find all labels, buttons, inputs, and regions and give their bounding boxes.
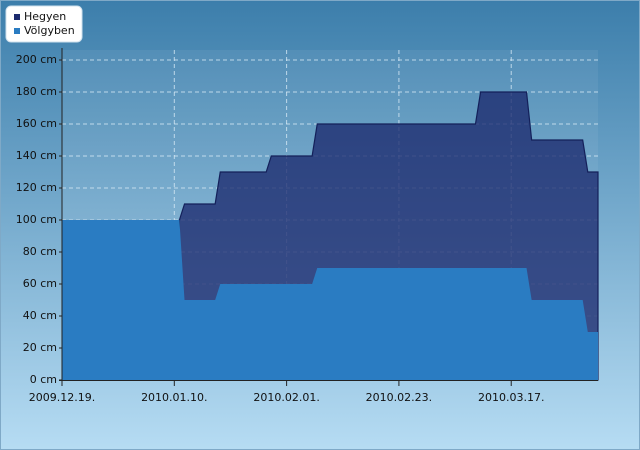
legend-label: Hegyen [24, 10, 66, 23]
legend-label: Völgyben [24, 24, 75, 37]
y-tick-label: 160 cm [16, 117, 57, 130]
area [62, 220, 598, 380]
y-tick-label: 60 cm [23, 277, 57, 290]
y-tick-label: 80 cm [23, 245, 57, 258]
x-tick-label: 2010.02.23. [366, 391, 432, 404]
y-tick-label: 100 cm [16, 213, 57, 226]
y-tick-label: 20 cm [23, 341, 57, 354]
x-tick-label: 2010.03.17. [478, 391, 544, 404]
y-tick-label: 0 cm [30, 373, 57, 386]
y-tick-label: 140 cm [16, 149, 57, 162]
x-tick-label: 2010.01.10. [141, 391, 207, 404]
x-tick-label: 2010.02.01. [253, 391, 319, 404]
y-tick-label: 200 cm [16, 53, 57, 66]
y-tick-label: 180 cm [16, 85, 57, 98]
legend-swatch [14, 14, 20, 20]
y-tick-label: 120 cm [16, 181, 57, 194]
x-tick-label: 2009.12.19. [29, 391, 95, 404]
y-tick-label: 40 cm [23, 309, 57, 322]
legend-swatch [14, 28, 20, 34]
legend-box [5, 5, 83, 43]
